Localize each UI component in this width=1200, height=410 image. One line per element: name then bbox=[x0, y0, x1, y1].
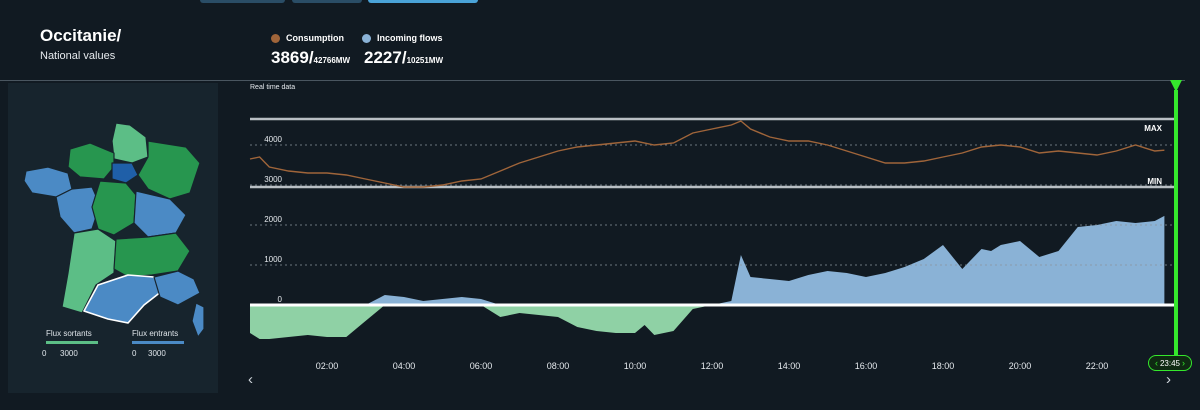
legend-consumption-label: Consumption bbox=[286, 33, 344, 43]
top-tab-bar bbox=[200, 0, 490, 4]
max-line-label: MAX bbox=[1144, 124, 1162, 133]
y-tick-label-1: 1000 bbox=[264, 255, 282, 264]
chart-caption: Real time data bbox=[250, 84, 296, 91]
incoming-dot-icon bbox=[362, 33, 371, 43]
min-line-label: MIN bbox=[1147, 177, 1162, 186]
x-tick-label-10: 22:00 bbox=[1086, 361, 1109, 371]
legend-out-max: 3000 bbox=[60, 349, 78, 358]
y-tick-label-0: 0 bbox=[278, 295, 283, 304]
region-title: Occitanie/ bbox=[40, 26, 122, 45]
region-corse[interactable] bbox=[191, 302, 205, 338]
chart-legend: Consumption Incoming flows bbox=[271, 33, 443, 43]
consumption-capacity: 42766MW bbox=[313, 56, 351, 65]
region-ile-de-france[interactable] bbox=[111, 162, 139, 184]
x-tick-label-4: 10:00 bbox=[624, 361, 647, 371]
incoming-flows-area-positive bbox=[250, 215, 1165, 305]
region-normandie[interactable] bbox=[67, 142, 115, 180]
current-values: 3869/42766MW 2227/10251MW bbox=[271, 48, 443, 68]
consumption-current: 3869/ bbox=[271, 48, 314, 67]
x-tick-label-9: 20:00 bbox=[1009, 361, 1032, 371]
legend-incoming-label: Incoming flows bbox=[377, 33, 443, 43]
top-tab-3[interactable] bbox=[368, 0, 478, 3]
region-subtitle: National values bbox=[40, 50, 116, 62]
consumption-line bbox=[249, 120, 1165, 188]
legend-out-min: 0 bbox=[42, 349, 47, 358]
region-hauts-de-france[interactable] bbox=[111, 122, 149, 164]
top-tab-2[interactable] bbox=[292, 0, 362, 3]
x-tick-label-3: 08:00 bbox=[547, 361, 570, 371]
y-tick-label-4: 4000 bbox=[264, 135, 282, 144]
time-cursor-badge[interactable]: ‹ 23:45 › bbox=[1148, 355, 1192, 371]
chevron-left-icon: ‹ bbox=[1154, 358, 1158, 368]
x-tick-label-5: 12:00 bbox=[701, 361, 724, 371]
x-tick-label-8: 18:00 bbox=[932, 361, 955, 371]
x-tick-label-7: 16:00 bbox=[855, 361, 878, 371]
legend-in-min: 0 bbox=[132, 349, 137, 358]
y-tick-label-2: 2000 bbox=[264, 215, 282, 224]
legend-out-bar bbox=[46, 341, 98, 344]
y-tick-label-3: 3000 bbox=[264, 175, 282, 184]
next-day-button[interactable]: › bbox=[1166, 371, 1171, 388]
prev-day-button[interactable]: ‹ bbox=[248, 371, 253, 388]
france-map bbox=[23, 122, 205, 338]
region-centre-val-de-loire[interactable] bbox=[91, 180, 137, 236]
legend-incoming[interactable]: Incoming flows bbox=[362, 33, 443, 43]
x-tick-label-2: 06:00 bbox=[470, 361, 493, 371]
region-nouvelle-aquitaine[interactable] bbox=[61, 228, 117, 314]
legend-out-label: Flux sortants bbox=[46, 329, 92, 338]
x-tick-label-6: 14:00 bbox=[778, 361, 801, 371]
time-cursor-handle-icon bbox=[1170, 80, 1182, 92]
consumption-dot-icon bbox=[271, 33, 280, 43]
legend-in-bar bbox=[132, 341, 184, 344]
consumption-value: 3869/42766MW bbox=[271, 48, 350, 68]
incoming-value: 2227/10251MW bbox=[364, 48, 443, 68]
legend-in-label: Flux entrants bbox=[132, 329, 179, 338]
legend-in-max: 3000 bbox=[148, 349, 166, 358]
incoming-capacity: 10251MW bbox=[406, 56, 444, 65]
incoming-current: 2227/ bbox=[364, 48, 407, 67]
x-tick-label-0: 02:00 bbox=[316, 361, 339, 371]
x-tick-label-1: 04:00 bbox=[393, 361, 416, 371]
time-cursor-label: 23:45 bbox=[1159, 358, 1181, 368]
legend-consumption[interactable]: Consumption bbox=[271, 33, 344, 43]
incoming-flows-area-negative bbox=[250, 305, 1165, 339]
top-tab-1[interactable] bbox=[200, 0, 285, 3]
region-paca[interactable] bbox=[153, 270, 201, 306]
header-divider bbox=[0, 80, 1185, 81]
chevron-right-icon: › bbox=[1182, 358, 1186, 368]
